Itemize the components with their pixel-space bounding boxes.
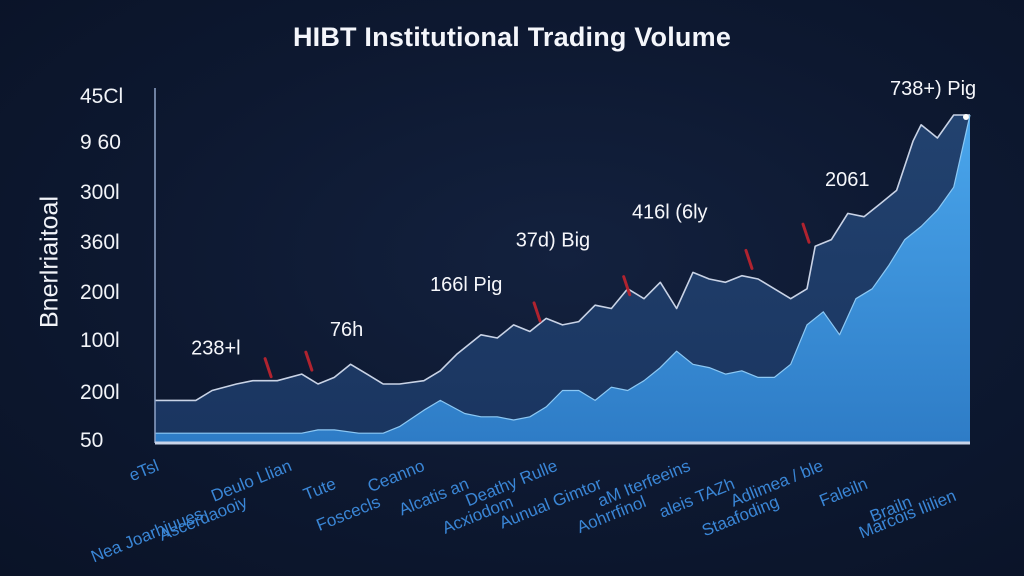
annotation-marker — [304, 350, 314, 372]
y-tick-label: 300l — [80, 181, 120, 204]
annotation-label: 738+) Pig — [890, 78, 976, 100]
annotation-marker — [801, 222, 811, 244]
y-tick-label: 360l — [80, 231, 120, 254]
back-series-line — [155, 114, 970, 402]
annotation-marker — [744, 248, 754, 270]
annotation-marker — [263, 357, 273, 379]
y-tick-label: 200l — [80, 281, 120, 304]
y-tick-label: 200l — [80, 381, 120, 404]
annotation-label: 2061 — [825, 169, 870, 191]
annotation-label: 238+l — [191, 338, 241, 360]
y-tick-label: 50 — [80, 429, 103, 452]
x-tick-label: eTsl — [126, 456, 161, 485]
x-tick-label: Deulo Llian — [208, 456, 294, 505]
y-tick-label: 9 60 — [80, 131, 121, 154]
x-tick-label: Tute — [301, 474, 339, 504]
x-tick-label: Faleiln — [817, 474, 871, 510]
annotation-marker — [622, 275, 632, 297]
chart-title: HIBT Institutional Trading Volume — [292, 22, 732, 52]
front-area-series — [155, 115, 970, 443]
annotation-marker — [532, 301, 542, 323]
front-series-line — [155, 114, 971, 434]
annotation-label: 416l (6ly — [632, 201, 708, 223]
x-tick-label: Ceanno — [365, 456, 427, 496]
x-tick-label: Foscecls — [314, 492, 383, 535]
annotation-label: 166l Pig — [430, 274, 502, 296]
peak-glow-dot — [963, 114, 969, 120]
back-area-series — [155, 115, 970, 443]
y-tick-label: 45Cl — [80, 85, 123, 108]
annotation-label: 37d) Big — [516, 230, 591, 252]
y-tick-label: 100l — [80, 329, 120, 352]
annotation-label: 76h — [330, 319, 363, 341]
